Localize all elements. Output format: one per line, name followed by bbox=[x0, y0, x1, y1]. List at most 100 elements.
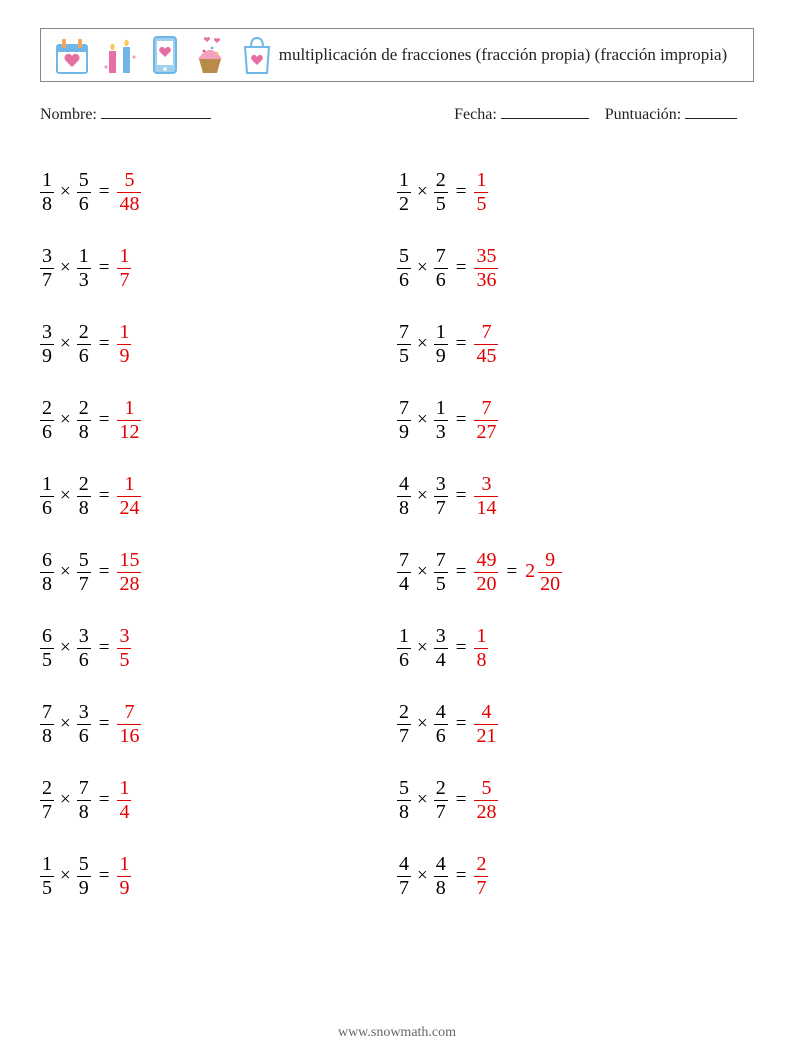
problems-column-right: 12×25=1556×76=353675×19=74579×13=72748×3… bbox=[397, 154, 754, 914]
times-operator: × bbox=[411, 637, 434, 659]
fraction: 46 bbox=[434, 702, 448, 747]
problems-grid: 18×56=54837×13=1739×26=1926×28=11216×28=… bbox=[40, 154, 754, 914]
times-operator: × bbox=[54, 865, 77, 887]
times-operator: × bbox=[411, 865, 434, 887]
fraction: 75 bbox=[434, 550, 448, 595]
fraction: 4920 bbox=[474, 550, 498, 595]
fraction: 13 bbox=[77, 246, 91, 291]
fraction: 18 bbox=[474, 626, 488, 671]
times-operator: × bbox=[54, 637, 77, 659]
answer: 745 bbox=[474, 322, 498, 367]
times-operator: × bbox=[54, 485, 77, 507]
equals-sign: = bbox=[448, 333, 475, 355]
equals-sign: = bbox=[448, 637, 475, 659]
equals-sign: = bbox=[91, 561, 118, 583]
date-label: Fecha: bbox=[454, 106, 497, 123]
fraction: 34 bbox=[434, 626, 448, 671]
fraction: 920 bbox=[538, 550, 562, 595]
fraction: 58 bbox=[397, 778, 411, 823]
fraction: 19 bbox=[434, 322, 448, 367]
problem-row: 65×36=35 bbox=[40, 610, 397, 686]
fraction: 47 bbox=[397, 854, 411, 899]
fraction: 25 bbox=[434, 170, 448, 215]
problem-row: 37×13=17 bbox=[40, 230, 397, 306]
equals-sign: = bbox=[91, 789, 118, 811]
fraction: 17 bbox=[117, 246, 131, 291]
worksheet-header: multiplicación de fracciones (fracción p… bbox=[40, 28, 754, 82]
fraction: 74 bbox=[397, 550, 411, 595]
fraction: 28 bbox=[77, 474, 91, 519]
fraction: 16 bbox=[40, 474, 54, 519]
answer: 14 bbox=[117, 778, 131, 823]
equals-sign: = bbox=[498, 561, 525, 583]
answer: 19 bbox=[117, 854, 131, 899]
equals-sign: = bbox=[91, 333, 118, 355]
equals-sign: = bbox=[448, 485, 475, 507]
fraction: 12 bbox=[397, 170, 411, 215]
times-operator: × bbox=[411, 561, 434, 583]
meta-row: Nombre: Fecha: Puntuación: bbox=[40, 104, 754, 124]
fraction: 68 bbox=[40, 550, 54, 595]
fraction: 65 bbox=[40, 626, 54, 671]
equals-sign: = bbox=[448, 789, 475, 811]
problem-row: 16×34=18 bbox=[397, 610, 754, 686]
fraction: 27 bbox=[40, 778, 54, 823]
cupcake-icon bbox=[193, 37, 227, 75]
equals-sign: = bbox=[91, 181, 118, 203]
fraction: 35 bbox=[117, 626, 131, 671]
times-operator: × bbox=[54, 713, 77, 735]
fraction: 18 bbox=[40, 170, 54, 215]
problem-row: 47×48=27 bbox=[397, 838, 754, 914]
times-operator: × bbox=[54, 561, 77, 583]
equals-sign: = bbox=[91, 485, 118, 507]
answer: 124 bbox=[117, 474, 141, 519]
times-operator: × bbox=[54, 789, 77, 811]
fraction: 745 bbox=[474, 322, 498, 367]
answer: 716 bbox=[117, 702, 141, 747]
fraction: 421 bbox=[474, 702, 498, 747]
problem-row: 12×25=15 bbox=[397, 154, 754, 230]
fraction: 16 bbox=[397, 626, 411, 671]
answer: 17 bbox=[117, 246, 131, 291]
answer: 19 bbox=[117, 322, 131, 367]
times-operator: × bbox=[411, 333, 434, 355]
problem-row: 75×19=745 bbox=[397, 306, 754, 382]
answer: 1528 bbox=[117, 550, 141, 595]
fraction: 19 bbox=[117, 854, 131, 899]
problem-row: 18×56=548 bbox=[40, 154, 397, 230]
equals-sign: = bbox=[91, 865, 118, 887]
fraction: 48 bbox=[434, 854, 448, 899]
fraction: 26 bbox=[77, 322, 91, 367]
times-operator: × bbox=[54, 409, 77, 431]
answer: 528 bbox=[474, 778, 498, 823]
fraction: 56 bbox=[77, 170, 91, 215]
answer: 548 bbox=[117, 170, 141, 215]
equals-sign: = bbox=[91, 713, 118, 735]
equals-sign: = bbox=[448, 865, 475, 887]
problem-row: 58×27=528 bbox=[397, 762, 754, 838]
fraction: 59 bbox=[77, 854, 91, 899]
times-operator: × bbox=[411, 409, 434, 431]
fraction: 26 bbox=[40, 398, 54, 443]
score-label: Puntuación: bbox=[605, 106, 681, 123]
candles-icon bbox=[103, 37, 137, 75]
times-operator: × bbox=[411, 789, 434, 811]
answer: 27 bbox=[474, 854, 488, 899]
answer: 421 bbox=[474, 702, 498, 747]
fraction: 1528 bbox=[117, 550, 141, 595]
fraction: 78 bbox=[77, 778, 91, 823]
name-blank bbox=[101, 104, 211, 119]
fraction: 15 bbox=[40, 854, 54, 899]
fraction: 78 bbox=[40, 702, 54, 747]
answer: 314 bbox=[474, 474, 498, 519]
answer: 15 bbox=[474, 170, 488, 215]
answer: 112 bbox=[117, 398, 141, 443]
fraction: 3536 bbox=[474, 246, 498, 291]
problem-row: 79×13=727 bbox=[397, 382, 754, 458]
fraction: 528 bbox=[474, 778, 498, 823]
answer: 35 bbox=[117, 626, 131, 671]
equals-sign: = bbox=[91, 409, 118, 431]
fraction: 75 bbox=[397, 322, 411, 367]
header-icons bbox=[51, 35, 273, 75]
fraction: 76 bbox=[434, 246, 448, 291]
